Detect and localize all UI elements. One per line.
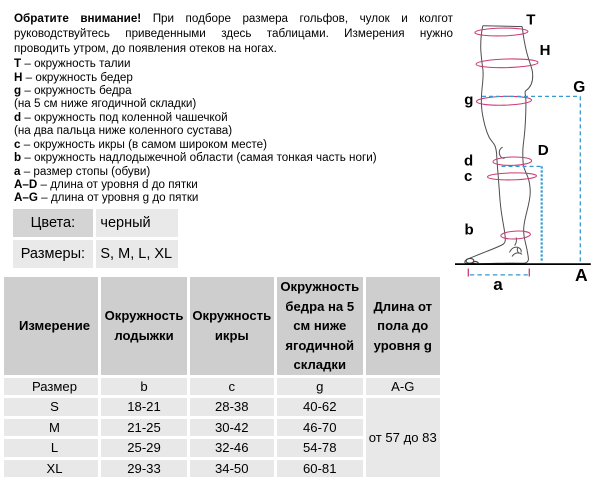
svg-text:A: A bbox=[575, 265, 588, 285]
svg-text:G: G bbox=[573, 79, 585, 96]
svg-text:H: H bbox=[540, 42, 551, 59]
svg-text:T: T bbox=[526, 12, 535, 29]
svg-text:D: D bbox=[538, 142, 549, 159]
svg-text:d: d bbox=[464, 153, 473, 170]
svg-text:a: a bbox=[493, 275, 503, 294]
svg-text:b: b bbox=[465, 222, 474, 239]
svg-text:g: g bbox=[464, 91, 473, 108]
svg-text:c: c bbox=[464, 168, 472, 185]
